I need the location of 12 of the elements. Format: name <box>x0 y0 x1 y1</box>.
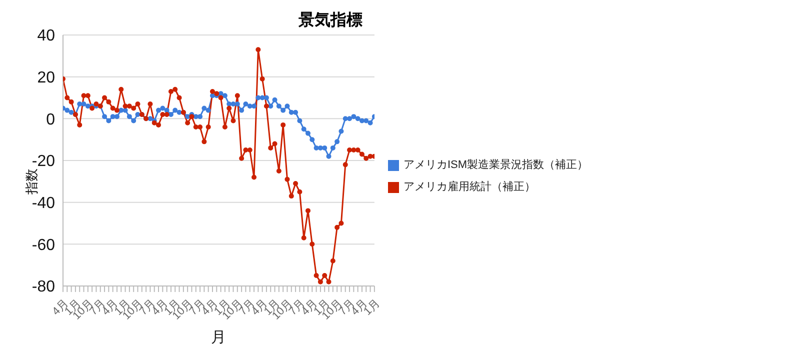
legend-label: アメリカ雇用統計（補正） <box>403 181 536 193</box>
x-axis-title: 月 <box>211 329 226 344</box>
y-tick-label: 0 <box>46 111 56 128</box>
y-tick-label: -80 <box>32 278 56 296</box>
chart-title: 景気指標 <box>298 12 362 29</box>
y-tick-label: -20 <box>32 153 56 170</box>
y-tick-label: -60 <box>32 236 56 254</box>
y-tick-label: 20 <box>37 70 56 87</box>
legend-label: アメリカISM製造業景況指数（補正） <box>403 159 588 171</box>
y-tick-label: -40 <box>32 195 56 212</box>
y-axis-title: 指数 <box>24 168 40 196</box>
y-tick-label: 40 <box>37 28 56 45</box>
